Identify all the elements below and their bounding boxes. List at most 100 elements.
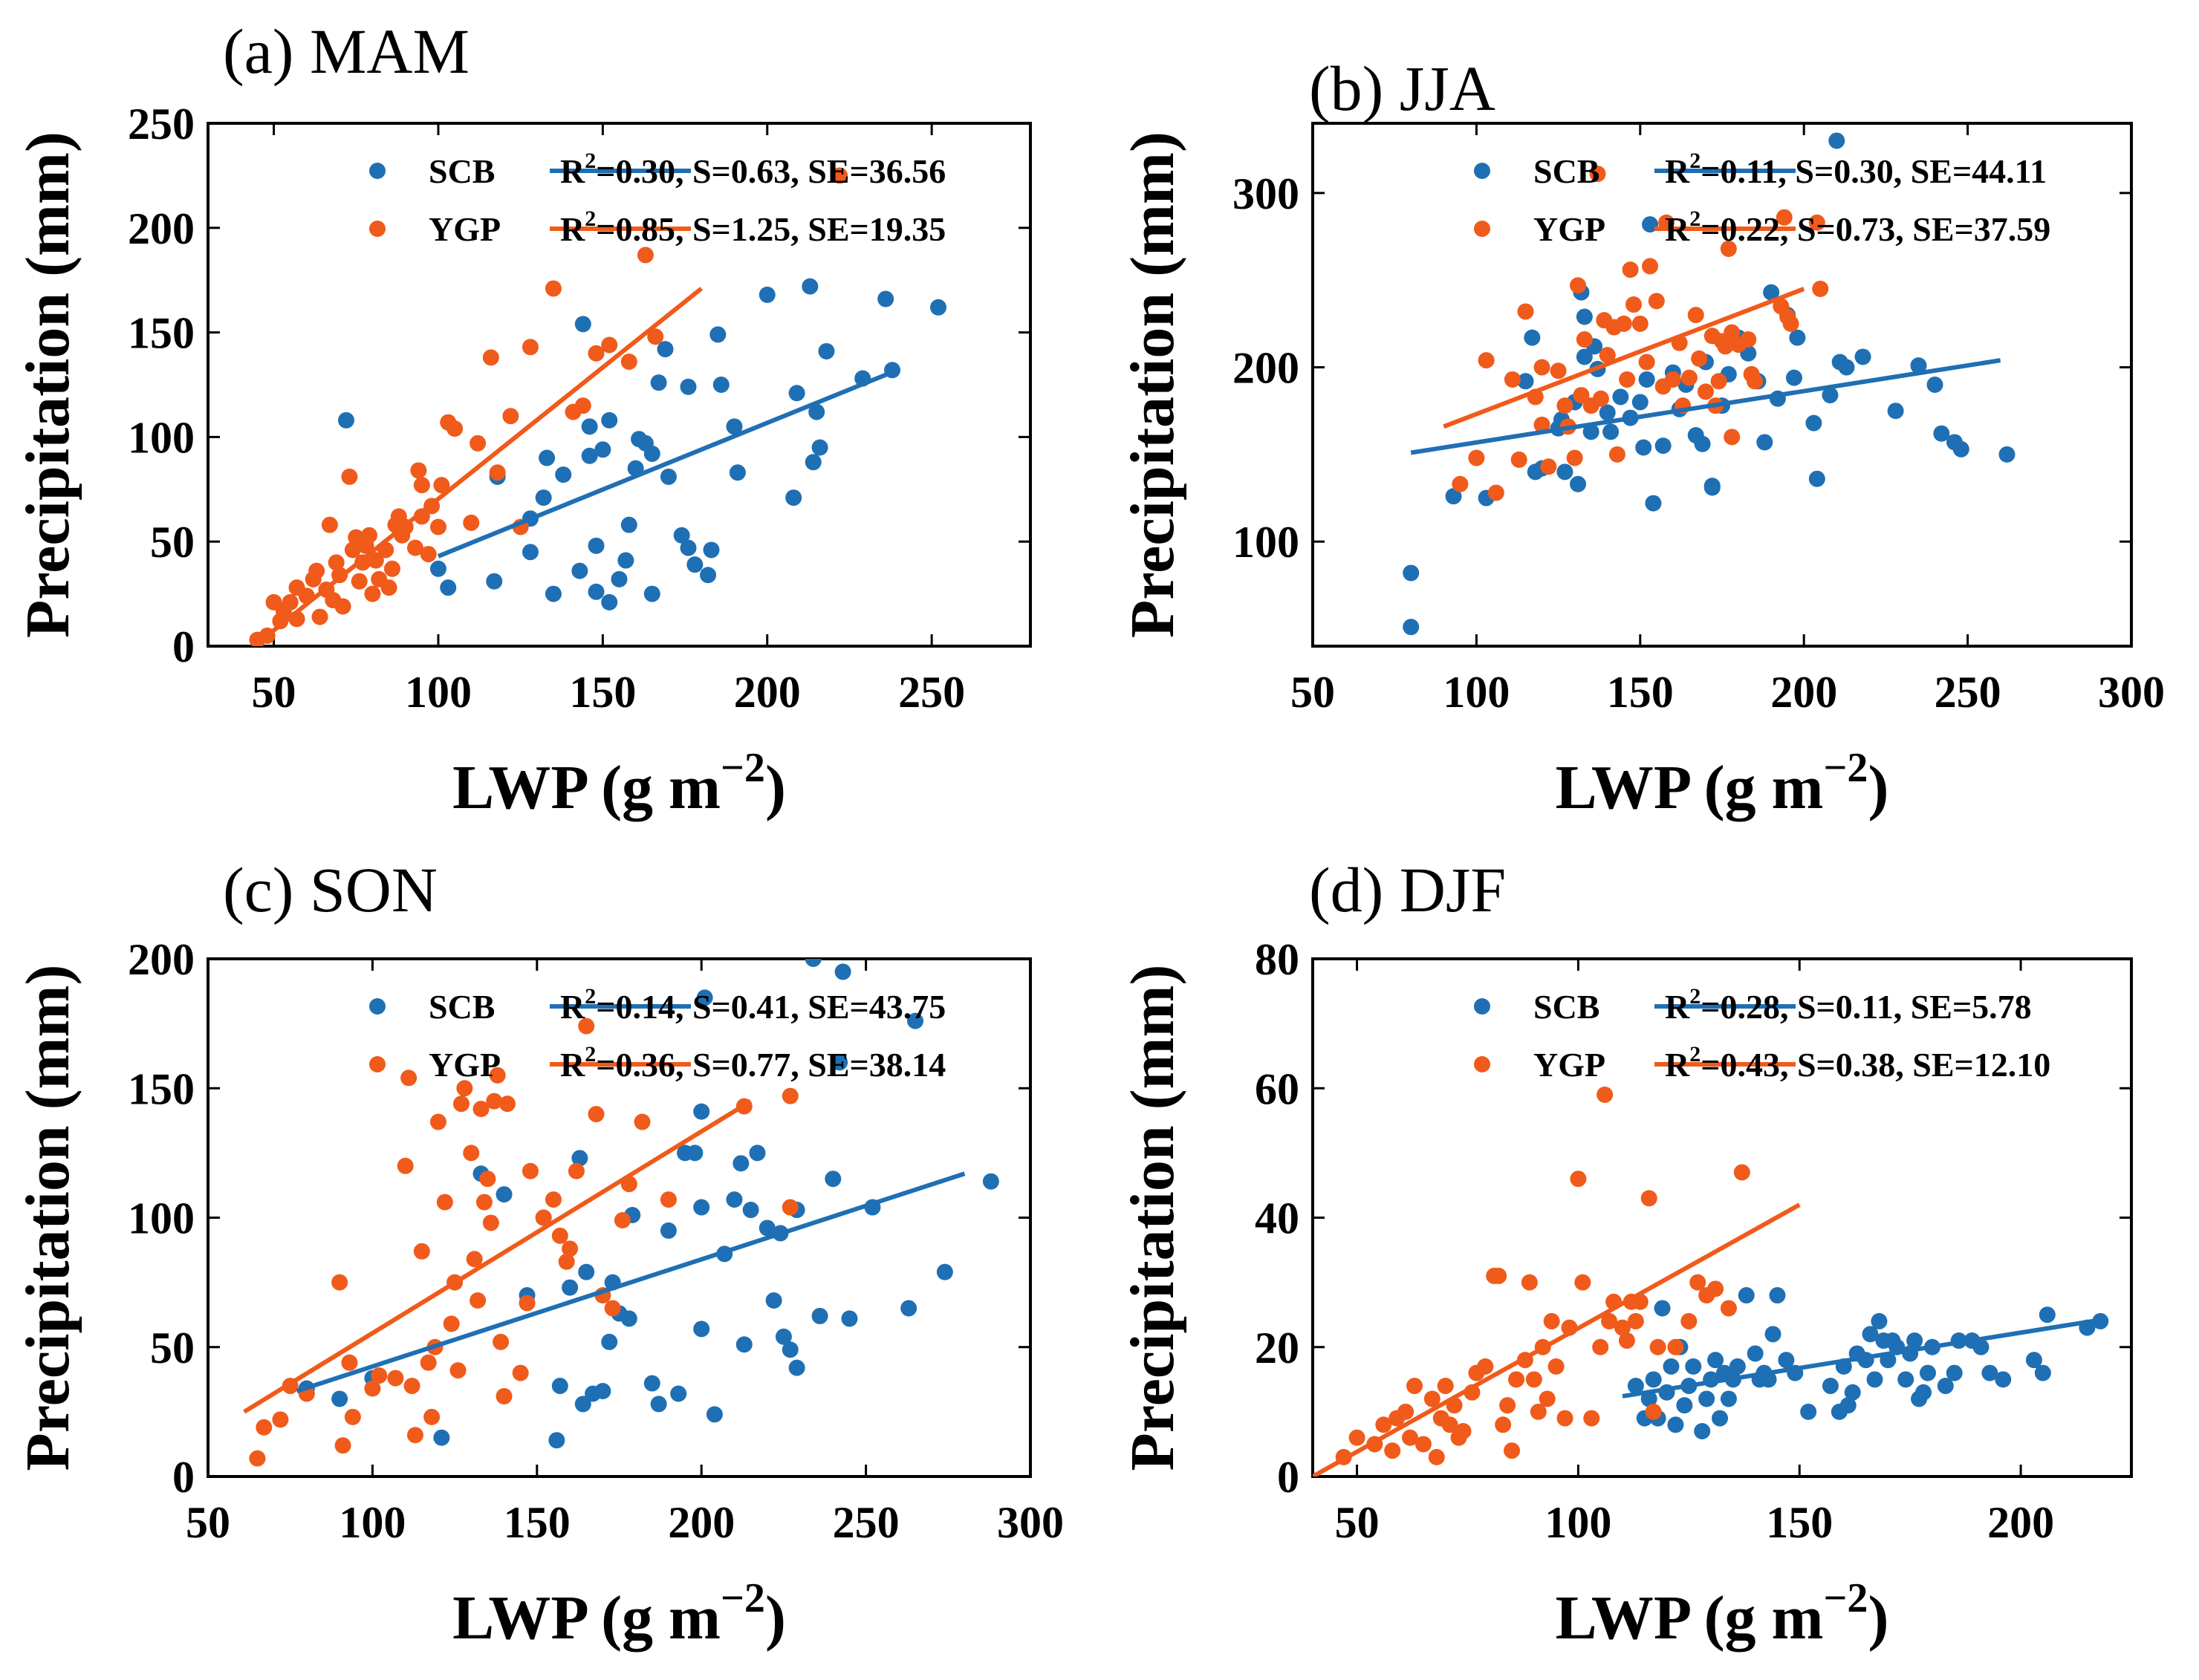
data-point-scb	[1445, 488, 1462, 505]
data-point-ygp	[311, 608, 328, 625]
data-point-scb	[551, 1378, 568, 1395]
data-point-scb	[574, 316, 591, 333]
regression-stats: R2=0.11, S=0.30, SE=44.11	[1665, 149, 2047, 190]
data-point-ygp	[1740, 331, 1757, 348]
data-point-scb	[620, 1310, 637, 1327]
data-point-scb	[729, 464, 746, 481]
data-point-scb	[2025, 1352, 2042, 1369]
data-point-scb	[1638, 371, 1655, 388]
series-ygp	[1335, 1086, 1750, 1465]
panel-2: (b) JJA 50 100 150 200 250 300 100 200 300 LWP (g …	[1118, 53, 2165, 822]
data-point-scb	[1998, 446, 2016, 463]
legend-marker	[1474, 1056, 1490, 1072]
data-point-scb	[1694, 1423, 1711, 1440]
data-point-scb	[673, 527, 690, 544]
data-point-ygp	[249, 1450, 266, 1467]
regression-stats: R2=0.28, S=0.11, SE=5.78	[1665, 984, 2032, 1026]
legend-entry-scb: SCB R2=0.30, S=0.63, SE=36.56	[369, 149, 946, 190]
x-tick-label: 250	[898, 668, 965, 717]
data-point-ygp	[1455, 1423, 1472, 1440]
data-point-ygp	[574, 397, 591, 414]
data-point-ygp	[1618, 1332, 1635, 1349]
data-point-ygp	[1487, 484, 1504, 501]
data-point-scb	[1805, 414, 1822, 432]
data-point-scb	[709, 326, 727, 343]
x-tick-label: 200	[668, 1498, 735, 1547]
y-tick-label: 200	[1232, 344, 1299, 393]
data-point-ygp	[512, 1364, 529, 1381]
stat-values: =0.85, S=1.25, SE=19.35	[596, 210, 946, 248]
data-point-ygp	[1452, 475, 1469, 492]
data-point-ygp	[1397, 1403, 1414, 1420]
data-point-ygp	[413, 508, 430, 525]
x-tick-label: 50	[186, 1498, 230, 1547]
data-point-scb	[601, 1333, 618, 1350]
y-tick-label: 20	[1255, 1324, 1299, 1373]
data-point-scb	[660, 468, 677, 485]
data-point-scb	[1576, 308, 1593, 325]
data-point-ygp	[1530, 1403, 1547, 1420]
data-point-scb	[907, 1012, 924, 1029]
data-point-scb	[1627, 1378, 1644, 1395]
data-point-scb	[2034, 1364, 2051, 1381]
data-point-ygp	[1583, 1410, 1600, 1427]
data-point-scb	[1866, 1371, 1883, 1388]
data-point-scb	[601, 411, 618, 429]
data-point-scb	[785, 489, 802, 507]
data-point-scb	[660, 1222, 677, 1239]
data-point-ygp	[1625, 296, 1642, 313]
data-point-scb	[1808, 470, 1825, 487]
data-point-ygp	[1574, 1274, 1591, 1291]
data-point-scb	[1897, 1371, 1914, 1388]
data-point-ygp	[1733, 1164, 1750, 1181]
stat-exponent: 2	[1689, 149, 1701, 173]
x-tick-label: 50	[1290, 668, 1335, 717]
data-point-ygp	[1724, 429, 1741, 446]
x-tick-label: 100	[339, 1498, 406, 1547]
data-point-ygp	[522, 1162, 539, 1179]
data-point-scb	[1910, 357, 1927, 374]
legend-label: SCB	[1533, 152, 1599, 190]
data-point-ygp	[1601, 1312, 1618, 1329]
data-point-scb	[1631, 394, 1649, 411]
data-point-ygp	[344, 541, 361, 559]
x-axis-label-main: LWP (g m	[452, 1583, 721, 1653]
data-point-ygp	[463, 514, 480, 531]
data-point-ygp	[470, 434, 487, 452]
data-point-scb	[936, 1263, 953, 1280]
data-point-ygp	[1599, 347, 1616, 364]
data-point-scb	[1685, 1358, 1702, 1375]
data-point-scb	[433, 1429, 450, 1446]
data-point-scb	[2039, 1306, 2056, 1324]
data-point-ygp	[364, 585, 381, 602]
data-point-scb	[1952, 440, 1969, 458]
data-point-scb	[841, 1310, 858, 1327]
x-axis-label-end: )	[765, 753, 786, 822]
data-point-ygp	[522, 339, 539, 356]
plot-area	[243, 959, 999, 1467]
data-point-ygp	[1556, 1410, 1573, 1427]
data-point-scb	[686, 556, 704, 573]
plot-area	[249, 167, 947, 646]
y-tick-label: 50	[150, 1324, 195, 1373]
data-point-ygp	[1499, 1397, 1516, 1414]
data-point-ygp	[496, 1387, 513, 1404]
y-tick-label: 200	[128, 204, 195, 253]
data-point-ygp	[420, 1354, 437, 1371]
data-point-ygp	[463, 1145, 480, 1162]
data-point-ygp	[1614, 1319, 1631, 1336]
data-point-ygp	[321, 516, 338, 533]
x-tick-label: 200	[734, 668, 801, 717]
legend-marker	[369, 998, 386, 1015]
data-point-ygp	[1707, 1280, 1724, 1298]
data-point-scb	[1906, 1332, 1923, 1349]
stat-exponent: 2	[1689, 1042, 1701, 1067]
data-point-scb	[611, 570, 628, 587]
data-point-scb	[1582, 423, 1599, 440]
data-point-scb	[1738, 1287, 1755, 1304]
axes-box	[1311, 122, 2133, 648]
data-point-ygp	[562, 1240, 579, 1257]
data-point-scb	[1915, 1384, 1932, 1401]
data-point-scb	[811, 1307, 828, 1324]
